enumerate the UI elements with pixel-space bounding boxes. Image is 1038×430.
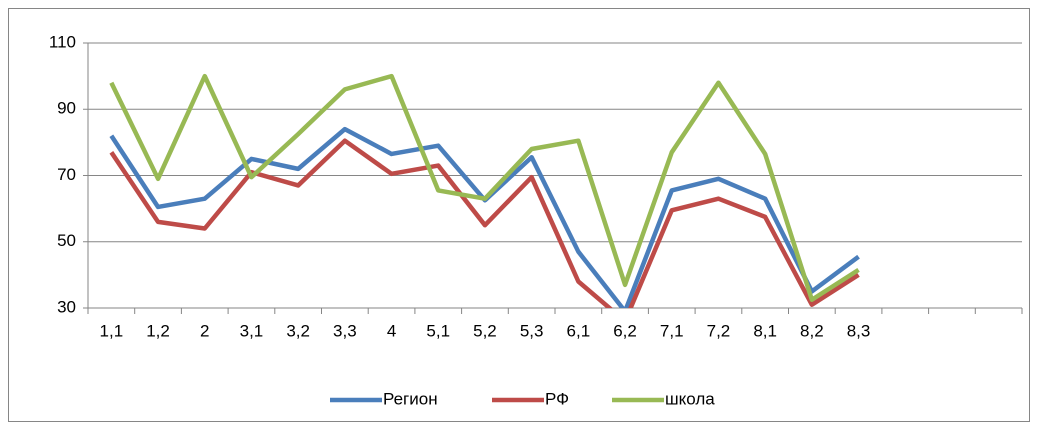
y-tick-label: 30	[57, 297, 76, 316]
x-tick-label: 5,1	[426, 321, 450, 340]
x-tick-label: 6,2	[613, 321, 637, 340]
x-tick-label: 7,1	[660, 321, 684, 340]
x-tick-label: 1,1	[100, 321, 124, 340]
x-tick-label: 8,2	[800, 321, 824, 340]
y-tick-label: 50	[57, 231, 76, 250]
x-tick-label: 2	[200, 321, 209, 340]
x-tick-label: 3,1	[240, 321, 264, 340]
legend-label: РФ	[545, 389, 569, 408]
x-tick-label: 8,3	[847, 321, 871, 340]
legend-label: Регион	[383, 389, 438, 408]
y-tick-label: 70	[57, 165, 76, 184]
legend-label: школа	[665, 389, 715, 408]
series-line	[109, 73, 860, 302]
x-tick-label: 4	[387, 321, 396, 340]
x-tick-label: 5,2	[473, 321, 497, 340]
y-tick-label: 110	[49, 32, 76, 51]
x-tick-label: 5,3	[520, 321, 544, 340]
x-tick-label: 3,2	[286, 321, 310, 340]
series-line	[109, 138, 860, 308]
x-tick-label: 8,1	[753, 321, 777, 340]
y-tick-label: 90	[57, 99, 76, 118]
chart-frame	[8, 8, 1030, 422]
x-tick-label: 3,3	[333, 321, 357, 340]
x-tick-label: 7,2	[707, 321, 731, 340]
plot-lines	[109, 73, 860, 308]
x-tick-label: 6,1	[567, 321, 591, 340]
x-tick-label: 1,2	[146, 321, 170, 340]
